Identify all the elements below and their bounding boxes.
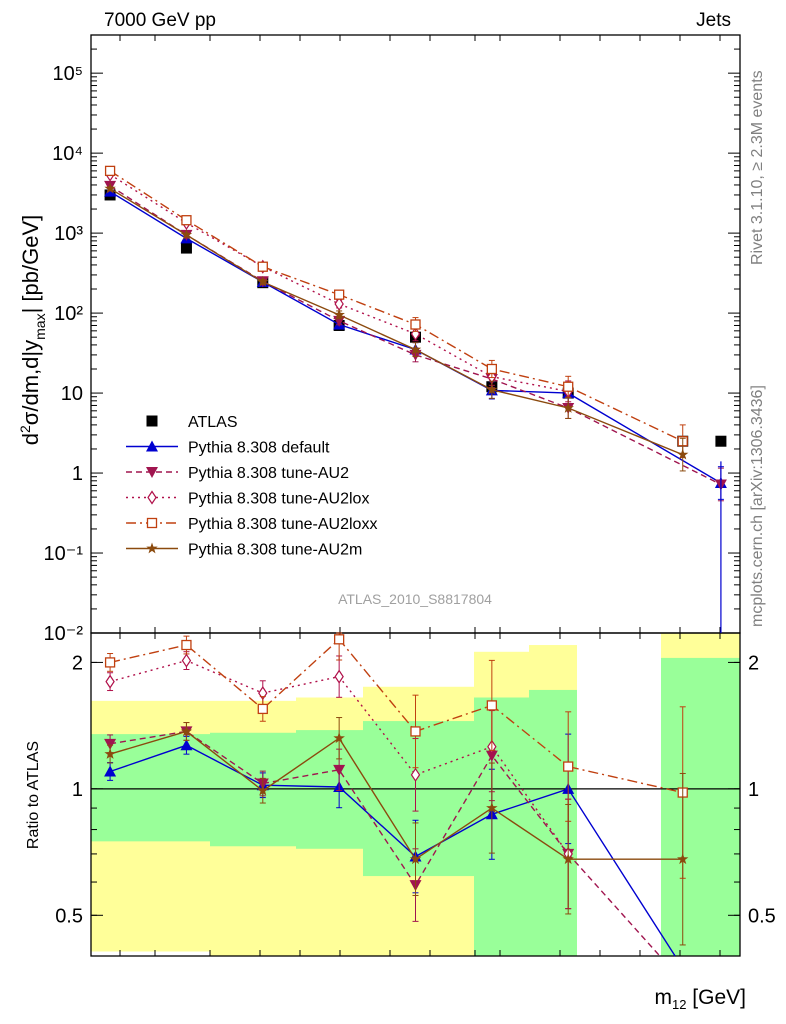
y-tick-label: 10⁴	[52, 143, 83, 165]
green-band	[363, 721, 474, 877]
lower-data-point	[563, 761, 574, 772]
y-tick-label-right: 1	[748, 779, 759, 801]
lower-data-point	[333, 764, 346, 776]
upper-data-point	[410, 319, 421, 330]
lower-data-point	[180, 739, 193, 751]
legend-marker	[146, 440, 158, 452]
y-tick-label: 1	[72, 463, 83, 485]
lower-data-point	[257, 784, 269, 796]
lower-series-line	[109, 638, 683, 794]
lower-data-point	[180, 725, 193, 737]
lower-data-point	[105, 674, 115, 689]
upper-data-point	[257, 261, 268, 272]
lower-data-point	[104, 765, 117, 777]
lower-data-point	[409, 853, 422, 865]
upper-series-line	[109, 188, 683, 456]
upper-data-point	[104, 182, 116, 194]
legend-marker	[146, 467, 158, 478]
upper-data-point	[563, 381, 574, 392]
upper-data-point	[677, 448, 689, 460]
upper-series-3	[105, 167, 573, 403]
y-tick-label-right: 0.5	[748, 905, 776, 927]
lower-series-line	[109, 730, 683, 861]
lower-data-point	[104, 657, 116, 668]
lower-data-point	[486, 700, 498, 711]
upper-data-point	[715, 435, 727, 447]
upper-y-axis-label: d2σ/dm,d|ymax| [pb/GeV]	[17, 215, 48, 445]
lower-data-point	[181, 639, 192, 651]
legend-marker	[147, 490, 157, 505]
upper-data-point	[180, 228, 193, 240]
lower-data-point	[257, 703, 268, 715]
legend-marker	[146, 517, 158, 529]
lower-data-point	[333, 732, 345, 744]
lower-y-axis-label: Ratio to ATLAS	[25, 741, 42, 849]
legend-label: ATLAS	[188, 414, 238, 431]
watermark: ATLAS_2010_S8817804	[338, 591, 492, 607]
upper-data-point	[181, 215, 192, 226]
lower-data-point	[334, 669, 344, 684]
rivet-version-label: Rivet 3.1.10, ≥ 2.3M events	[749, 70, 766, 265]
lower-data-point	[486, 802, 498, 813]
upper-series-5	[104, 182, 689, 472]
legend-marker	[146, 542, 158, 554]
green-band	[661, 657, 740, 956]
legend-entry: Pythia 8.308 tune-AU2loxx	[126, 516, 377, 533]
lower-data-point	[181, 653, 192, 668]
legend-label: Pythia 8.308 tune-AU2loxx	[188, 516, 377, 533]
lower-data-point	[104, 748, 116, 759]
y-tick-label-right: 2	[748, 652, 759, 674]
lower-series-line	[109, 744, 676, 957]
legend-entry: ATLAS	[146, 414, 238, 431]
y-tick-label: 10²	[54, 303, 83, 325]
legend-label: Pythia 8.308 default	[188, 440, 330, 457]
y-tick-label: 10⁻²	[44, 623, 84, 645]
upper-data-point	[562, 402, 574, 413]
header-observable-label: Jets	[696, 10, 731, 31]
legend-label: Pythia 8.308 tune-AU2lox	[188, 491, 369, 508]
upper-series-line	[109, 191, 722, 484]
green-band	[210, 732, 296, 847]
x-axis-label: m12 [GeV]	[654, 986, 747, 1013]
upper-series-line	[109, 170, 684, 442]
legend-entry: Pythia 8.308 tune-AU2m	[126, 542, 362, 559]
upper-data-point	[409, 343, 422, 355]
upper-series-line	[109, 173, 569, 393]
legend-entry: Pythia 8.308 default	[126, 440, 330, 457]
legend-label: Pythia 8.308 tune-AU2	[188, 465, 349, 482]
upper-data-point	[104, 165, 116, 177]
lower-series-4	[104, 717, 689, 946]
legend-marker	[146, 415, 158, 427]
lower-data-point	[410, 767, 421, 782]
legend-entry: Pythia 8.308 tune-AU2	[126, 465, 349, 482]
y-tick-label: 2	[72, 652, 83, 674]
legend-label: Pythia 8.308 tune-AU2m	[188, 542, 362, 559]
lower-data-point	[333, 634, 345, 645]
y-tick-label: 10³	[54, 223, 83, 245]
y-tick-label: 0.5	[55, 905, 83, 927]
upper-data-point	[180, 242, 192, 254]
lower-data-point	[562, 853, 574, 865]
y-tick-label: 10⁻¹	[44, 543, 84, 565]
lower-series-line	[109, 730, 661, 957]
upper-series-4	[104, 165, 688, 459]
lower-data-point	[410, 726, 421, 737]
green-band	[529, 689, 577, 956]
upper-data-point	[333, 308, 345, 320]
legend-entry: Pythia 8.308 tune-AU2lox	[126, 490, 369, 508]
y-tick-label: 10	[61, 383, 83, 405]
upper-data-point	[333, 289, 345, 300]
upper-data-point	[257, 276, 269, 287]
y-tick-label: 1	[72, 779, 83, 801]
mcplots-label: mcplots.cern.ch [arXiv:1306.3436]	[749, 385, 766, 627]
plot-frame	[90, 632, 741, 957]
y-tick-label: 10⁵	[52, 63, 83, 85]
lower-data-point	[677, 853, 689, 865]
header-beam-label: 7000 GeV pp	[104, 10, 216, 31]
lower-data-point	[104, 738, 117, 750]
upper-data-point	[486, 383, 498, 395]
upper-data-point	[486, 363, 498, 375]
